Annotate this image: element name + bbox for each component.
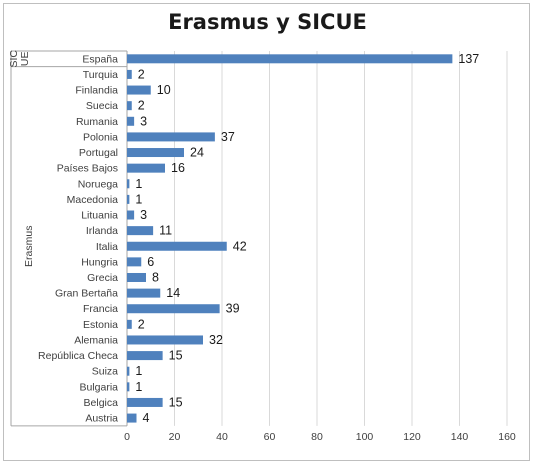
category-label: Alemania bbox=[74, 334, 118, 346]
category-label: Bulgaria bbox=[79, 381, 118, 393]
x-tick-label: 40 bbox=[216, 431, 228, 443]
bar-grecia bbox=[127, 272, 146, 282]
bar-suiza bbox=[127, 366, 130, 376]
data-label: 1 bbox=[135, 380, 142, 394]
data-label: 10 bbox=[157, 83, 171, 97]
bar-turquia bbox=[127, 69, 132, 79]
category-label: Macedonia bbox=[67, 194, 119, 206]
category-label: República Checa bbox=[38, 350, 118, 362]
category-label: Belgica bbox=[84, 397, 119, 409]
bar-austria bbox=[127, 413, 137, 423]
data-label: 32 bbox=[209, 333, 223, 347]
category-label: Lituania bbox=[81, 210, 118, 222]
category-label: Suiza bbox=[92, 366, 118, 378]
category-label: Austria bbox=[85, 413, 118, 425]
category-label: Gran Bertaña bbox=[55, 288, 118, 300]
data-label: 1 bbox=[135, 192, 142, 206]
data-label: 2 bbox=[138, 99, 145, 113]
x-tick-label: 140 bbox=[451, 431, 469, 443]
gridlines bbox=[126, 51, 508, 426]
bar-paises-bajos bbox=[127, 163, 165, 173]
data-label: 16 bbox=[171, 161, 185, 175]
bar-macedonia bbox=[127, 194, 130, 204]
data-label: 8 bbox=[152, 270, 159, 284]
data-label: 42 bbox=[233, 239, 247, 253]
category-label: Portugal bbox=[79, 147, 118, 159]
bar-suecia bbox=[127, 101, 132, 111]
bar-belgica bbox=[127, 397, 163, 407]
bar-gran-bertana bbox=[127, 288, 161, 298]
x-tick-label: 20 bbox=[169, 431, 181, 443]
bars bbox=[127, 54, 453, 423]
bar-rumania bbox=[127, 116, 135, 126]
bar-finlandia bbox=[127, 85, 151, 95]
chart-frame bbox=[3, 3, 530, 461]
data-label: 24 bbox=[190, 146, 204, 160]
data-label: 14 bbox=[166, 286, 180, 300]
data-label: 4 bbox=[143, 411, 150, 425]
bar-bulgaria bbox=[127, 382, 130, 392]
category-labels: España Turquia Finlandia Suecia Rumania Polon… bbox=[38, 53, 118, 424]
category-label: Hungria bbox=[81, 256, 118, 268]
category-label: Irlanda bbox=[86, 225, 118, 237]
category-label: Rumania bbox=[76, 116, 118, 128]
x-tick-label: 100 bbox=[356, 431, 374, 443]
data-label: 39 bbox=[226, 302, 240, 316]
category-label: Italia bbox=[96, 241, 118, 253]
category-label: Suecia bbox=[86, 100, 118, 112]
bar-republica-checa bbox=[127, 351, 163, 361]
bar-italia bbox=[127, 241, 227, 251]
category-label: Francia bbox=[83, 303, 118, 315]
data-label: 6 bbox=[147, 255, 154, 269]
data-label: 15 bbox=[169, 349, 183, 363]
data-label: 15 bbox=[169, 395, 183, 409]
data-label: 2 bbox=[138, 317, 145, 331]
bar-espana bbox=[127, 54, 453, 64]
data-label: 137 bbox=[458, 52, 479, 66]
data-label: 2 bbox=[138, 67, 145, 81]
data-label: 37 bbox=[221, 130, 235, 144]
group-label-erasmus: Erasmus bbox=[23, 226, 35, 267]
data-label: 1 bbox=[135, 364, 142, 378]
data-label: 1 bbox=[135, 177, 142, 191]
x-tick-label: 160 bbox=[498, 431, 516, 443]
data-label: 3 bbox=[140, 114, 147, 128]
category-label: Países Bajos bbox=[57, 163, 118, 175]
category-group-dividers bbox=[10, 50, 127, 427]
category-label: Polonia bbox=[83, 131, 118, 143]
group-label-sicue: SICUE bbox=[8, 50, 31, 68]
x-tick-label: 80 bbox=[311, 431, 323, 443]
data-label: 11 bbox=[159, 224, 172, 238]
bar-alemania bbox=[127, 335, 203, 345]
bar-noruega bbox=[127, 179, 130, 189]
bar-irlanda bbox=[127, 226, 154, 236]
data-label: 3 bbox=[140, 208, 147, 222]
bar-lituania bbox=[127, 210, 135, 220]
bar-estonia bbox=[127, 319, 132, 329]
category-label: Finlandia bbox=[75, 85, 118, 97]
group-labels: SICUE Erasmus bbox=[8, 50, 35, 267]
category-label: Turquia bbox=[83, 69, 118, 81]
category-label: Noruega bbox=[78, 178, 118, 190]
x-tick-label: 60 bbox=[264, 431, 276, 443]
x-tick-label: 0 bbox=[124, 431, 130, 443]
category-label: España bbox=[82, 53, 118, 65]
bar-francia bbox=[127, 304, 220, 314]
bar-polonia bbox=[127, 132, 215, 142]
x-axis-ticks: 0 20 40 60 80 100 120 140 160 bbox=[124, 431, 516, 443]
x-tick-label: 120 bbox=[403, 431, 421, 443]
category-label: Estonia bbox=[83, 319, 118, 331]
bar-portugal bbox=[127, 148, 184, 158]
category-label: Grecia bbox=[87, 272, 118, 284]
chart-title: Erasmus y SICUE bbox=[168, 10, 367, 34]
bar-hungria bbox=[127, 257, 142, 267]
